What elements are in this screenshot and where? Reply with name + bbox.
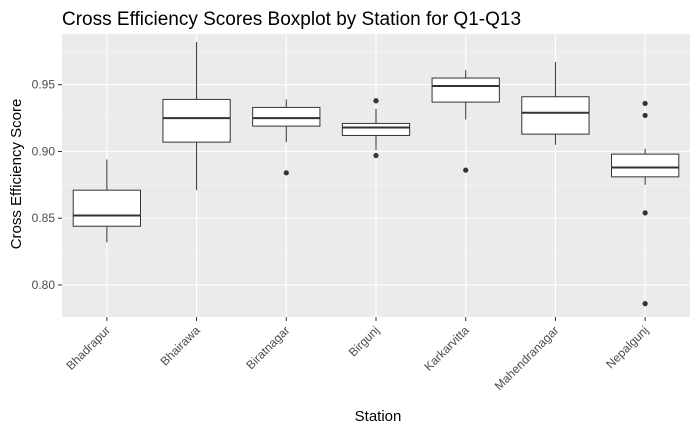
outlier-point — [283, 170, 289, 176]
box-nepalgunj — [611, 100, 680, 307]
y-axis: 0.80 0.85 0.90 0.95 — [32, 78, 62, 292]
boxes-layer — [72, 42, 680, 307]
iqr-box — [72, 189, 141, 227]
y-tick-label: 0.90 — [32, 144, 56, 158]
box-karkarvitta — [431, 70, 500, 173]
iqr-box — [521, 96, 590, 135]
x-axis-title: Station — [355, 408, 402, 425]
iqr-box — [252, 106, 321, 127]
box-mahendranagar — [521, 62, 590, 145]
y-axis-title: Cross Efficiency Score — [8, 99, 25, 250]
x-tick-label: Birgunj — [346, 323, 382, 359]
x-tick-label: Nepalgunj — [603, 323, 651, 371]
x-tick-label: Biratnagar — [243, 323, 292, 372]
x-tick-label: Bhairawa — [157, 323, 203, 369]
outlier-point — [373, 152, 379, 159]
outlier-point — [642, 210, 648, 216]
outlier-point — [463, 167, 469, 173]
box-bhadrapur — [72, 159, 141, 243]
box-birgunj — [341, 98, 411, 159]
iqr-box — [431, 77, 500, 103]
iqr-box — [611, 153, 680, 178]
y-tick-label: 0.80 — [32, 278, 56, 292]
x-tick-label: Bhadrapur — [63, 323, 113, 373]
outlier-point — [642, 301, 648, 307]
iqr-box — [162, 98, 231, 143]
x-axis: Bhadrapur Bhairawa Biratnagar Birgunj Karkar… — [63, 317, 651, 393]
box-biratnagar — [252, 99, 321, 176]
y-tick-label: 0.85 — [32, 211, 56, 225]
x-tick-label: Karkarvitta — [421, 323, 472, 374]
outlier-point — [642, 112, 648, 119]
outlier-point — [642, 100, 648, 107]
chart-title: Cross Efficiency Scores Boxplot by Stati… — [62, 9, 521, 30]
box-bhairawa — [162, 42, 231, 191]
iqr-box — [341, 122, 411, 136]
y-tick-label: 0.95 — [32, 78, 56, 92]
outlier-point — [373, 98, 379, 104]
x-tick-label: Mahendranagar — [492, 323, 562, 393]
